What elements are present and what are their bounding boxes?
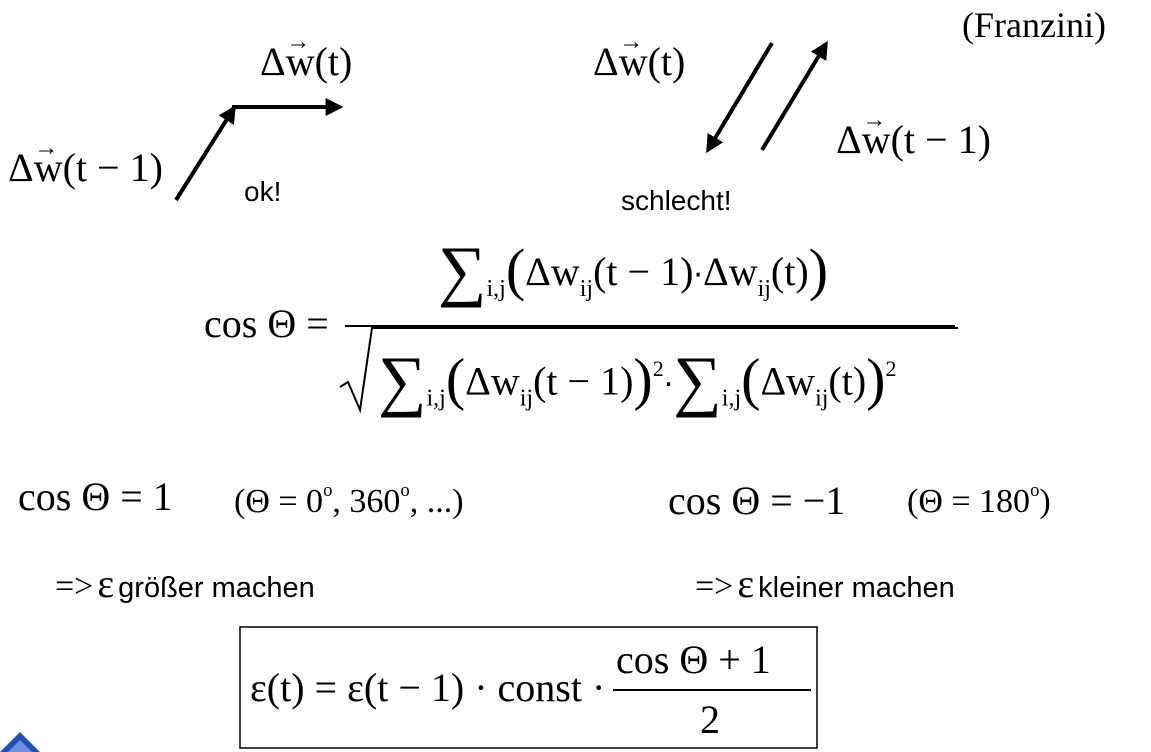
- sum-index: i,j: [486, 275, 506, 302]
- right-cond-start: (Θ = 180: [907, 482, 1031, 520]
- paren-open: (: [505, 237, 526, 303]
- cos-theta-lhs: cos Θ =: [204, 301, 329, 346]
- implies-arrow: =>: [695, 568, 734, 605]
- sum-index: i,j: [426, 385, 446, 412]
- rule-left-text: größer machen: [118, 572, 315, 604]
- paren-close: ): [633, 346, 653, 412]
- left-cond-start: (Θ = 0: [234, 482, 324, 520]
- dw-term: Δw: [702, 249, 758, 294]
- arg-prev: (t − 1): [533, 358, 634, 404]
- bad-arrow-current: [706, 41, 774, 154]
- sum-symbol: ∑: [438, 232, 487, 309]
- right-delta-w-prev: Δw → (t − 1): [836, 108, 991, 163]
- sum-symbol: ∑: [378, 341, 427, 418]
- case-right-condition: (Θ = 180o): [907, 480, 1051, 521]
- left-delta-w-prev: Δw → (t − 1): [8, 136, 163, 191]
- degree-mark: o: [1030, 480, 1040, 501]
- formula-numerator: ∑i,j(Δwij(t − 1)·Δwij(t)): [438, 236, 828, 304]
- left-arg-prev: (t − 1): [62, 145, 163, 190]
- update-denominator: 2: [700, 697, 720, 742]
- epsilon-symbol: ε: [97, 561, 115, 606]
- left-dw-prev-symbol: Δw: [8, 145, 63, 190]
- bad-arrow-prev: [760, 40, 828, 152]
- sum-index: i,j: [721, 385, 742, 412]
- case-left-condition: (Θ = 0o, 360o, ...): [234, 480, 464, 521]
- dw-term: Δw: [465, 358, 520, 404]
- rule-left: => ε größer machen: [55, 560, 315, 607]
- update-numerator: cos Θ + 1: [616, 637, 771, 682]
- sqrt-sign: [339, 327, 958, 414]
- paren-close: ): [866, 346, 886, 412]
- right-dw-symbol: Δw: [593, 39, 648, 84]
- ij-index: ij: [815, 385, 829, 412]
- arg-cur: (t): [770, 249, 809, 294]
- dw-term: Δw: [760, 358, 816, 404]
- label-ok: ok!: [244, 176, 282, 207]
- degree-mark: o: [400, 480, 410, 501]
- epsilon-symbol: ε: [737, 561, 755, 606]
- left-arg-current: (t): [314, 39, 353, 84]
- vector-arrow-icon: →: [619, 29, 644, 56]
- left-cond-mid: , 360: [332, 482, 401, 520]
- rule-right-text: kleiner machen: [758, 572, 955, 604]
- update-formula-box: [239, 626, 818, 749]
- paren-close: ): [808, 237, 829, 303]
- right-dw-prev-symbol: Δw: [836, 117, 891, 162]
- paren-open: (: [741, 346, 761, 412]
- arg-cur: (t): [828, 358, 867, 404]
- degree-mark: o: [323, 480, 333, 501]
- implies-arrow: =>: [55, 568, 94, 605]
- vector-arrow-icon: →: [862, 107, 887, 134]
- ok-arrow-prev: [174, 104, 236, 202]
- dot-operator: ·: [663, 367, 674, 403]
- left-dw-symbol: Δw: [260, 39, 315, 84]
- ij-index: ij: [519, 385, 534, 412]
- label-schlecht: schlecht!: [621, 185, 732, 216]
- sum-symbol: ∑: [673, 341, 722, 418]
- square-exponent: 2: [885, 356, 897, 381]
- arg-prev: (t − 1): [593, 249, 694, 294]
- dot-operator: ·: [693, 258, 703, 293]
- paren-open: (: [445, 346, 466, 412]
- ij-index: ij: [757, 275, 771, 302]
- left-cond-tail: , ...): [409, 482, 464, 520]
- dw-term: Δw: [525, 249, 580, 294]
- right-cond-close: ): [1039, 482, 1051, 520]
- vector-arrow-icon: →: [34, 135, 59, 162]
- right-arg-prev: (t − 1): [890, 117, 991, 162]
- update-lhs: ε(t) = ε(t − 1) · const ·: [250, 665, 606, 710]
- case-right-equation: cos Θ = −1: [668, 478, 846, 523]
- left-delta-w-current: Δw → (t): [260, 30, 353, 85]
- ij-index: ij: [579, 275, 594, 302]
- square-exponent: 2: [652, 356, 664, 381]
- author-credit: (Franzini): [962, 5, 1106, 45]
- formula-denominator: ∑i,j(Δwij(t − 1))2·∑i,j(Δwij(t))2: [378, 346, 897, 414]
- rule-right: => ε kleiner machen: [695, 560, 955, 607]
- case-left-equation: cos Θ = 1: [18, 474, 173, 519]
- right-delta-w-current: Δw → (t): [593, 30, 686, 85]
- right-arg-current: (t): [647, 39, 686, 84]
- vector-arrow-icon: →: [286, 29, 311, 56]
